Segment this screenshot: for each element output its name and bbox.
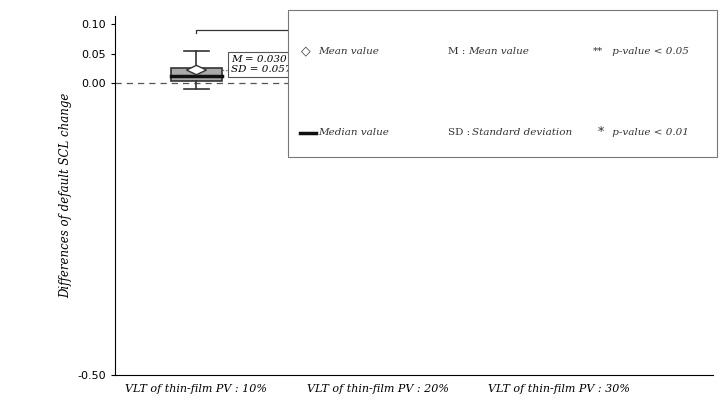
Bar (171, 68, 222, 81)
Bar (534, 71, 585, 89)
Text: **: ** (593, 47, 604, 56)
Text: M :: M : (448, 47, 472, 56)
Polygon shape (368, 68, 388, 78)
Text: p-value < 0.01: p-value < 0.01 (609, 128, 689, 137)
Text: Mean value: Mean value (468, 47, 529, 56)
Text: M = 0.030
SD = 0.057: M = 0.030 SD = 0.057 (231, 55, 291, 74)
Text: Standard deviation: Standard deviation (472, 128, 572, 137)
Text: M = 0.009
SD = 0.036: M = 0.009 SD = 0.036 (581, 61, 641, 80)
Text: Median value: Median value (318, 128, 389, 137)
Polygon shape (549, 75, 569, 85)
Text: p-value < 0.05: p-value < 0.05 (609, 47, 689, 56)
Text: *: * (598, 126, 604, 139)
Text: ◇: ◇ (301, 45, 311, 58)
Text: M = 0.024
SD = 0.038: M = 0.024 SD = 0.038 (412, 60, 472, 79)
Text: *: * (375, 17, 381, 30)
Text: Mean value: Mean value (318, 47, 379, 56)
Polygon shape (186, 65, 207, 75)
Text: *: * (465, 21, 472, 34)
Text: SD :: SD : (448, 128, 476, 137)
Bar (352, 71, 403, 82)
Y-axis label: Differences of default SCL change: Differences of default SCL change (59, 93, 71, 298)
